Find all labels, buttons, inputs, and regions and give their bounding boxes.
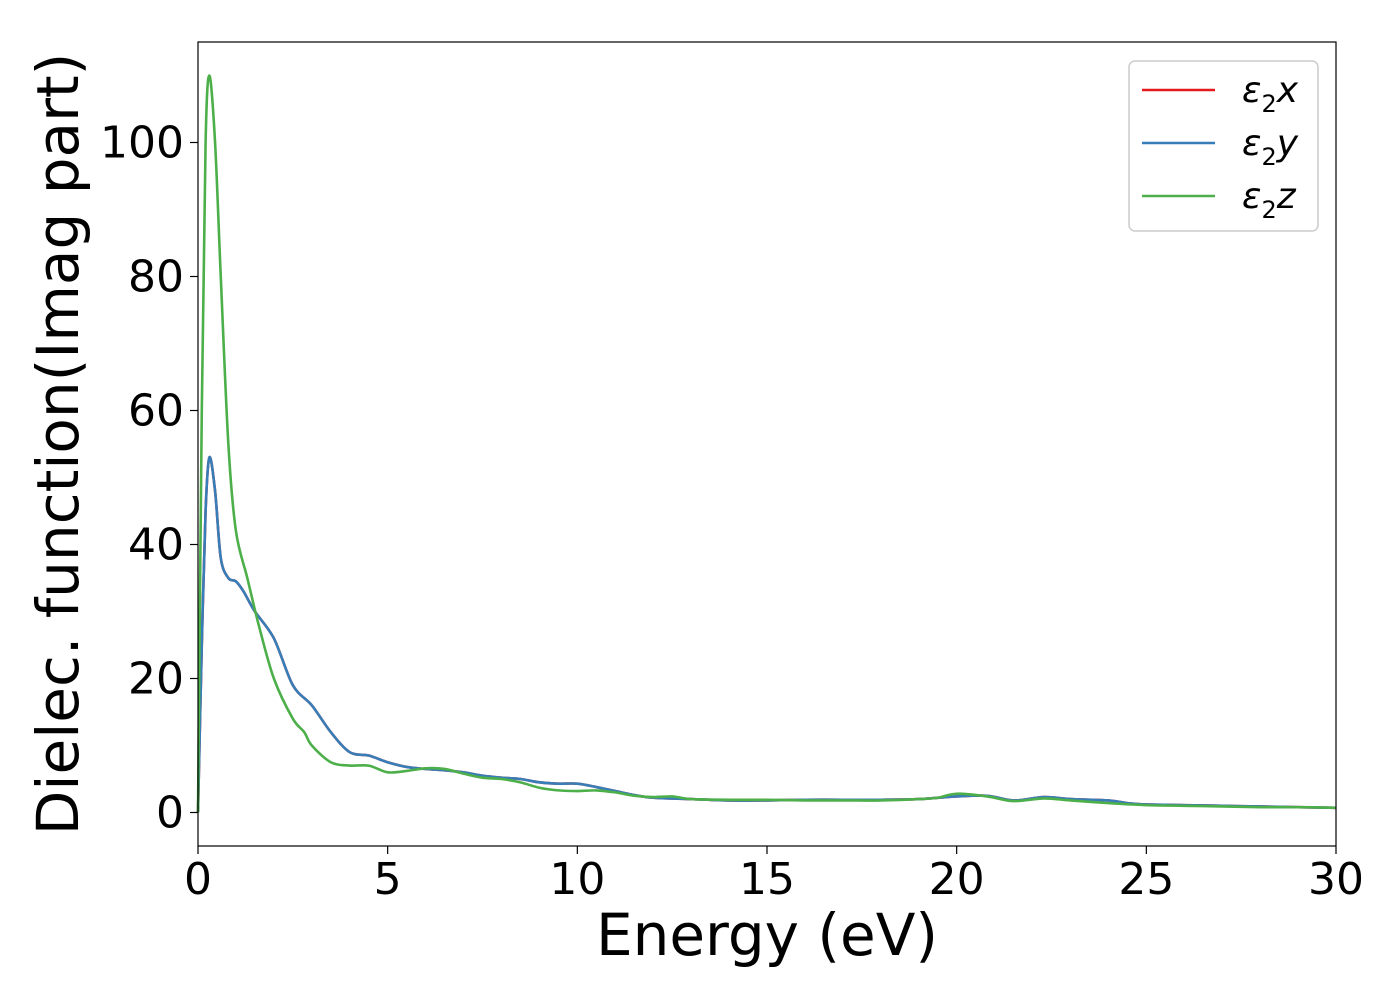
legend-subscript: 2 (1261, 143, 1276, 171)
legend-subscript: 2 (1261, 90, 1276, 118)
legend-symbol: ε (1242, 176, 1261, 217)
y-tick-label: 100 (100, 118, 184, 169)
x-tick-label: 0 (184, 854, 212, 905)
y-tick-label: 40 (128, 520, 184, 571)
y-tick-label: 60 (128, 386, 184, 437)
x-axis: 0 5 10 15 20 25 30 (184, 846, 1364, 905)
x-tick-label: 20 (929, 854, 985, 905)
x-tick-label: 30 (1308, 854, 1364, 905)
legend-component: z (1276, 176, 1297, 217)
y-tick-label: 80 (128, 252, 184, 303)
y-axis-title: Dielec. function(Imag part) (24, 53, 92, 836)
series-line-3 (196, 74, 1337, 813)
y-tick-label: 0 (156, 788, 184, 839)
x-tick-label: 10 (549, 854, 605, 905)
legend-symbol: ε (1242, 70, 1261, 111)
legend-label-1: ε2x (1242, 70, 1299, 118)
y-tick-label: 20 (128, 654, 184, 705)
x-axis-title: Energy (eV) (596, 901, 938, 969)
x-tick-label: 5 (374, 854, 402, 905)
legend-label-2: ε2y (1242, 123, 1299, 171)
x-tick-label: 15 (739, 854, 795, 905)
legend-box (1128, 60, 1319, 232)
legend-subscript: 2 (1261, 196, 1276, 224)
legend-symbol: ε (1242, 123, 1261, 164)
series-line-2 (196, 455, 1337, 813)
series-layer (196, 74, 1337, 813)
legend-label-3: ε2z (1242, 176, 1297, 224)
x-tick-label: 25 (1118, 854, 1174, 905)
legend-component: y (1276, 123, 1299, 164)
y-axis: 0 20 40 60 80 100 (100, 118, 198, 839)
legend-component: x (1276, 70, 1299, 111)
